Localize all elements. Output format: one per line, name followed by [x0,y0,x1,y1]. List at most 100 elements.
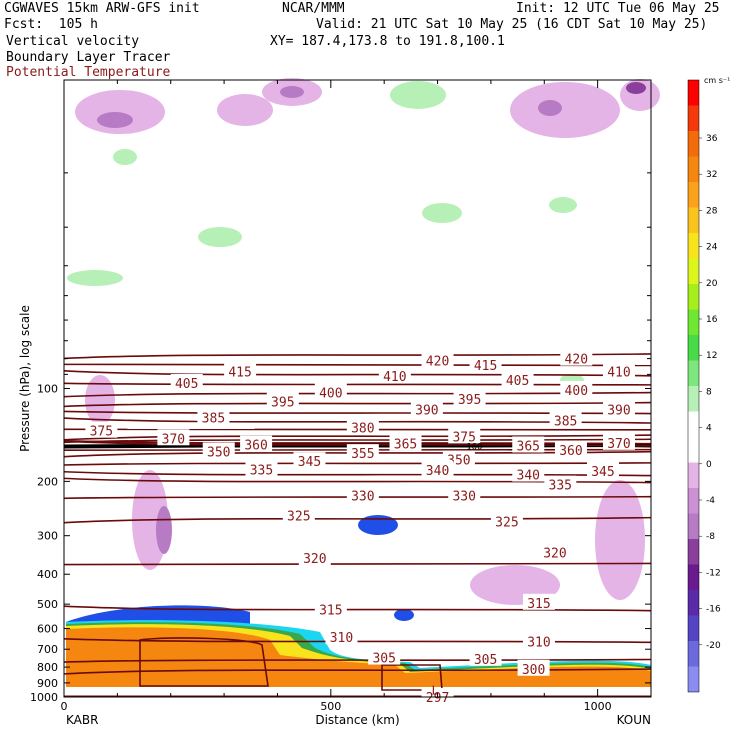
theta-label: 360 [244,439,267,454]
theta-contours [63,353,652,698]
theta-label-bg [560,380,593,397]
theta-label: 370 [162,432,185,447]
colorbar-swatch [688,360,699,386]
theta-label-bg [501,371,534,388]
colorbar-swatch [688,411,699,437]
theta-label: 330 [452,489,475,504]
theta-label: 310 [527,635,550,650]
theta-label: 320 [543,546,566,561]
theta-label-bg [298,549,331,566]
y-tick-label: 400 [37,568,58,581]
theta-contour-375 [63,434,652,441]
theta-label-bg [544,475,577,492]
theta-label-bg [346,444,379,461]
cross-section-endpoints: XY= 187.4,173.8 to 191.8,100.1 [270,34,505,49]
theta-label-bg [549,411,582,428]
theta-contour-320 [63,562,652,566]
theta-label-bg [378,366,411,383]
y-tick-label: 1000 [30,691,58,704]
updraft-core [394,609,414,621]
colorbar-label: 0 [706,460,712,470]
theta-closed-297 [139,637,269,687]
theta-contour-340 [63,470,652,477]
colorbar-swatch [688,335,699,361]
colorbar-label: 28 [706,206,718,216]
theta-label: 405 [506,374,529,389]
colorbar-label: 32 [706,170,717,180]
theta-label: 420 [426,354,449,369]
theta-label: 315 [319,603,342,618]
theta-label-bg [293,452,326,469]
theta-label-bg [346,418,379,435]
theta-label: 375 [452,430,475,445]
colorbar-label: -4 [706,496,715,506]
theta-label: 297 [426,691,449,706]
colorbar-swatch [688,539,699,565]
theta-label-bg [421,351,454,368]
field-potential-temperature: Potential Temperature [6,65,171,80]
y-tick-label: 500 [37,598,58,611]
theta-label-bg [448,427,481,444]
theta-label: 345 [298,455,321,470]
y-tick-label: 600 [37,623,58,636]
theta-contour-355 [63,448,652,451]
theta-label-bg [410,400,443,417]
theta-label-bg [421,461,454,478]
theta-label: 320 [303,552,326,567]
theta-label: 415 [474,359,497,374]
theta-label: 410 [383,370,406,385]
x-tick-label: 500 [320,700,341,713]
theta-label: 350 [207,445,230,460]
colorbar-swatch [688,641,699,667]
theta-label: 395 [271,395,294,410]
theta-label-bg [197,408,230,425]
colorbar-swatch [688,207,699,233]
theta-contour-390 [63,410,652,415]
velocity-blob [97,112,133,128]
theta-label-bg [368,648,401,665]
y-tick-label: 800 [37,661,58,674]
theta-label: 325 [495,516,518,531]
field-vertical-velocity: Vertical velocity [6,34,140,49]
colorbar-unit: cm s⁻¹ [704,76,730,85]
colorbar-label: 24 [706,243,718,253]
theta-label-bg [157,429,190,446]
colorbar-label: 16 [706,315,718,325]
theta-label-bg [202,442,235,459]
colorbar-swatch [688,105,699,131]
colorbar-swatch [688,488,699,514]
theta-contour-410 [63,369,652,377]
boundary-layer-tracer [66,627,651,687]
colorbar-swatch [688,131,699,157]
colorbar-swatch [688,258,699,284]
y-tick-label: 200 [37,475,58,488]
theta-label-bg [602,400,635,417]
theta-contour-395 [63,401,652,408]
theta-contour-370 [63,438,652,444]
theta-contour-380 [63,428,652,431]
velocity-blob [67,270,123,286]
theta-label: 385 [554,415,577,430]
theta-label: 415 [228,365,251,380]
theta-label-bg [85,421,118,438]
x-axis-label: Distance (km) [315,713,399,727]
colorbar-label: 36 [706,134,718,144]
model-title: CGWAVES 15km ARW-GFS init [4,1,200,16]
theta-contour-400 [63,391,652,398]
velocity-blob [549,197,577,213]
field-boundary-layer-tracer: Boundary Layer Tracer [6,50,171,65]
colorbar-swatch [688,462,699,488]
velocity-blob [198,227,242,247]
colorbar: cm s⁻¹ 36 32 28 24 20 16 12 8 4 0 -4 -8 -12 -16 -20 [687,76,730,693]
theta-label: 390 [415,404,438,419]
colorbar-label: -20 [706,641,721,651]
velocity-blob [156,506,172,554]
velocity-blob [113,149,137,165]
theta-label-bg [346,486,379,503]
theta-label-bg [245,460,278,477]
right-station: KOUN [617,713,651,727]
theta-contour-365 [63,439,652,445]
theta-label-bg [554,440,587,457]
theta-label-bg [586,461,619,478]
theta-label: 395 [458,393,481,408]
